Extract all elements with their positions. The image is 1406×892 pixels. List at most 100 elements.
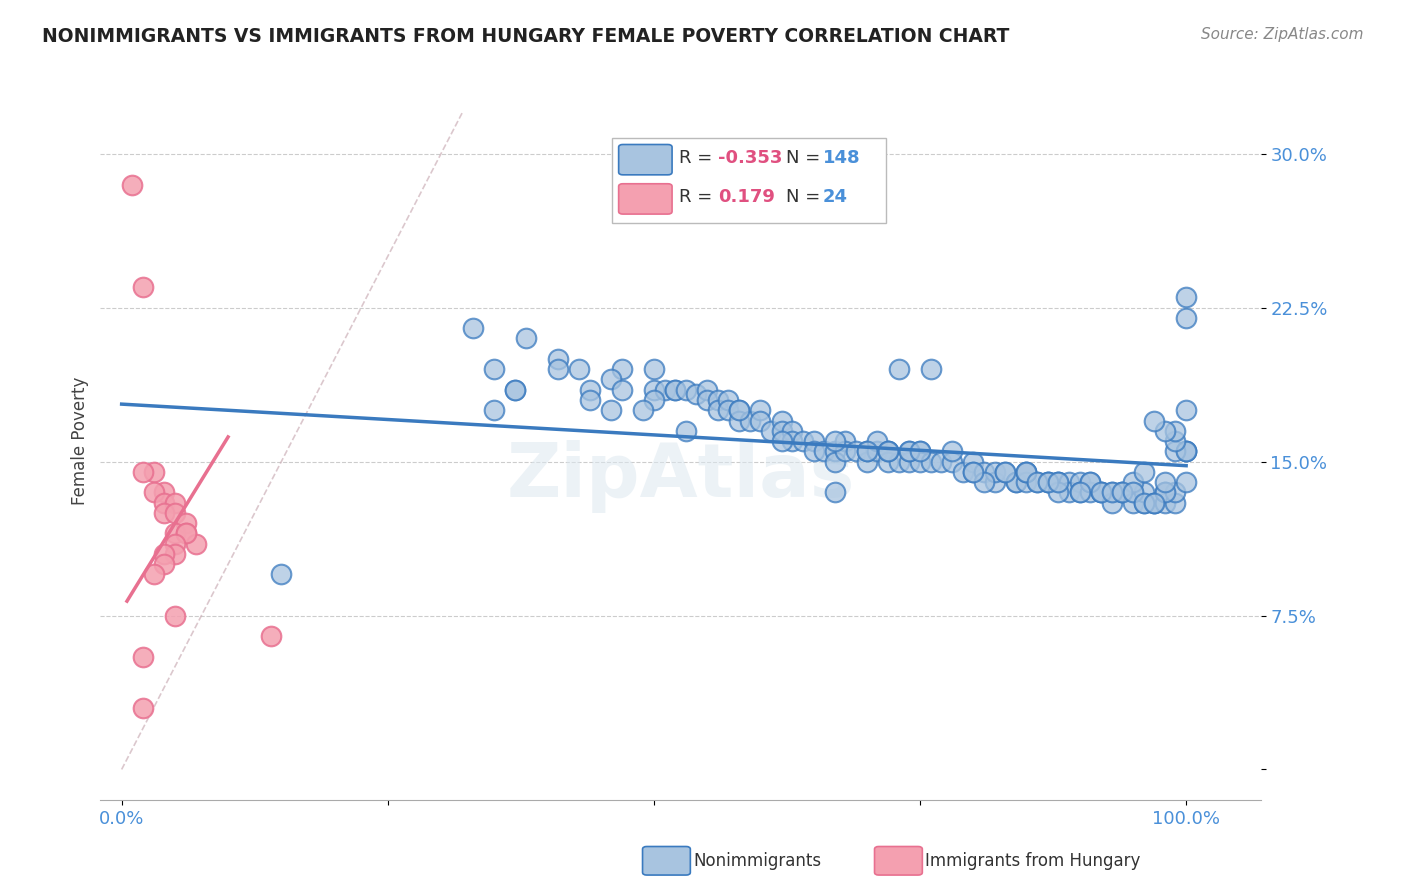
Point <box>1101 485 1123 500</box>
Point <box>482 403 505 417</box>
Point <box>941 444 963 458</box>
Point <box>1164 444 1187 458</box>
Point <box>1122 495 1144 509</box>
Point <box>132 465 155 479</box>
Text: N =: N = <box>786 149 825 167</box>
Point <box>579 392 602 407</box>
Point <box>142 465 165 479</box>
Point <box>824 444 846 458</box>
Point <box>962 465 984 479</box>
Text: R =: R = <box>679 188 718 206</box>
Point <box>1078 475 1101 489</box>
Point <box>163 495 186 509</box>
Point <box>1004 475 1026 489</box>
Point <box>1090 485 1112 500</box>
Text: -0.353: -0.353 <box>718 149 783 167</box>
Point <box>1015 465 1038 479</box>
Point <box>1026 475 1049 489</box>
Text: Source: ZipAtlas.com: Source: ZipAtlas.com <box>1201 27 1364 42</box>
Point <box>1036 475 1059 489</box>
Point <box>1175 444 1198 458</box>
Point <box>1078 485 1101 500</box>
Point <box>1164 424 1187 438</box>
Point <box>1175 290 1198 304</box>
Point <box>749 403 772 417</box>
Point <box>547 351 569 366</box>
Point <box>1175 310 1198 325</box>
Point <box>877 444 900 458</box>
Point <box>973 465 995 479</box>
Point <box>813 444 835 458</box>
Text: NONIMMIGRANTS VS IMMIGRANTS FROM HUNGARY FEMALE POVERTY CORRELATION CHART: NONIMMIGRANTS VS IMMIGRANTS FROM HUNGARY… <box>42 27 1010 45</box>
Point <box>983 465 1005 479</box>
Point <box>1004 475 1026 489</box>
Point <box>1164 434 1187 448</box>
Point <box>908 444 931 458</box>
Point <box>163 526 186 541</box>
Point <box>1069 485 1091 500</box>
Point <box>696 392 718 407</box>
Point <box>579 383 602 397</box>
Point <box>952 465 974 479</box>
Point <box>163 537 186 551</box>
Point <box>547 362 569 376</box>
Point <box>163 608 186 623</box>
Point <box>153 485 176 500</box>
Point <box>610 362 633 376</box>
Point <box>780 434 803 448</box>
Point <box>1036 475 1059 489</box>
Point <box>664 383 686 397</box>
Point <box>1175 403 1198 417</box>
Point <box>824 485 846 500</box>
Point <box>1153 485 1175 500</box>
Point <box>1143 495 1166 509</box>
Point <box>728 403 751 417</box>
Point <box>738 413 761 427</box>
Text: ZipAtlas: ZipAtlas <box>506 441 855 514</box>
Point <box>994 465 1017 479</box>
Point <box>174 526 197 541</box>
Point <box>941 454 963 468</box>
Text: N =: N = <box>786 188 825 206</box>
Point <box>898 444 921 458</box>
Point <box>929 454 952 468</box>
Point <box>1101 495 1123 509</box>
Point <box>1132 495 1154 509</box>
Point <box>600 372 623 386</box>
Text: 0.179: 0.179 <box>718 188 775 206</box>
Point <box>803 444 825 458</box>
Point <box>1175 444 1198 458</box>
Point <box>643 383 665 397</box>
Point <box>1047 475 1070 489</box>
Y-axis label: Female Poverty: Female Poverty <box>72 377 89 505</box>
Point <box>780 424 803 438</box>
Point <box>600 403 623 417</box>
Point <box>887 362 910 376</box>
Point <box>174 526 197 541</box>
Point <box>186 537 208 551</box>
Point <box>1143 495 1166 509</box>
Point <box>1153 495 1175 509</box>
Point <box>1047 475 1070 489</box>
Point <box>132 701 155 715</box>
Point <box>994 465 1017 479</box>
Point <box>770 424 793 438</box>
Point <box>759 424 782 438</box>
Point <box>824 434 846 448</box>
Point <box>1047 485 1070 500</box>
Point <box>855 444 877 458</box>
Text: 24: 24 <box>823 188 848 206</box>
Point <box>1069 475 1091 489</box>
Text: 148: 148 <box>823 149 860 167</box>
Point <box>706 392 728 407</box>
Text: Immigrants from Hungary: Immigrants from Hungary <box>925 852 1140 870</box>
Text: R =: R = <box>679 149 718 167</box>
Point <box>1069 485 1091 500</box>
Point <box>685 387 707 401</box>
Point <box>834 444 856 458</box>
Point <box>1090 485 1112 500</box>
Point <box>153 506 176 520</box>
Point <box>983 475 1005 489</box>
Point <box>855 454 877 468</box>
Point <box>877 444 900 458</box>
